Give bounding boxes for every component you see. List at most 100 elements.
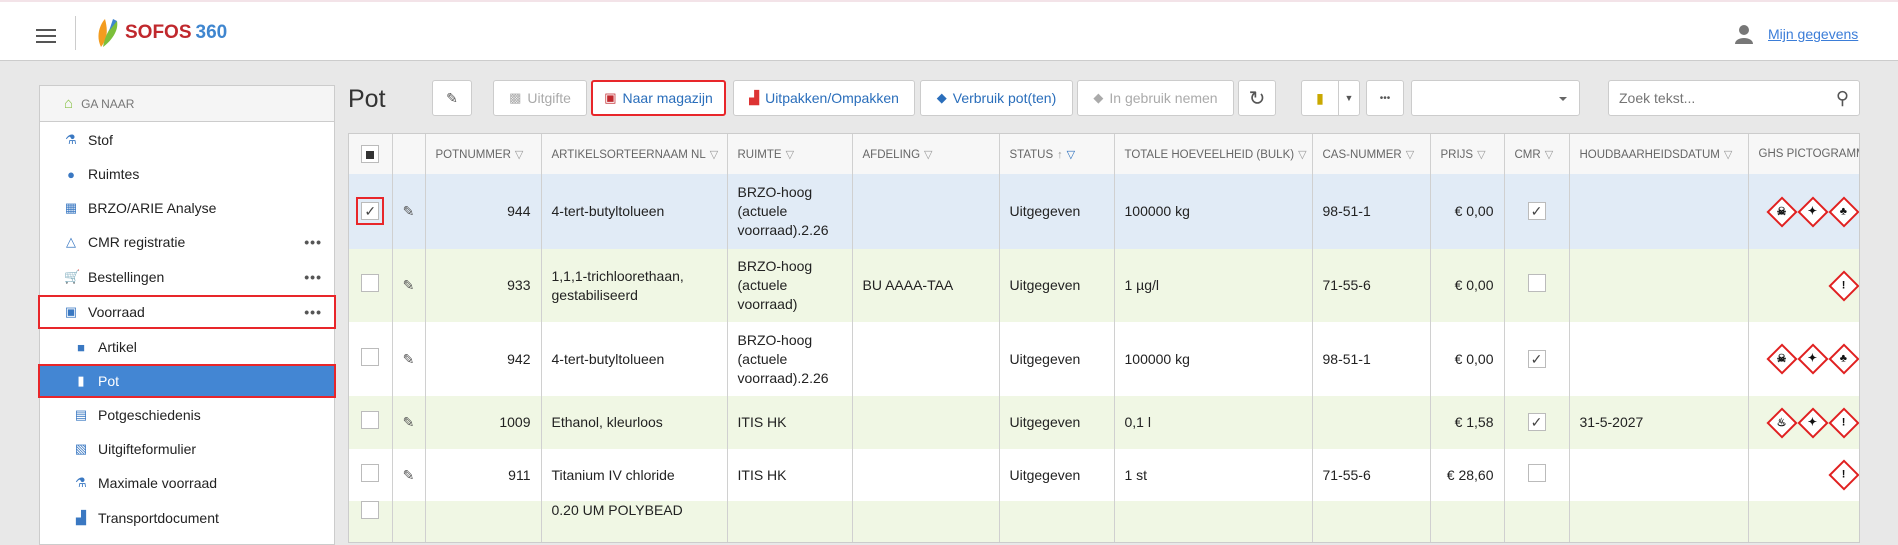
row-checkbox[interactable] (361, 411, 380, 429)
export-dropdown-button[interactable]: ▼ (1338, 80, 1360, 116)
pencil-icon[interactable]: ✎ (402, 277, 415, 293)
refresh-button[interactable]: ↻ (1238, 80, 1276, 116)
column-header[interactable]: ARTIKELSORTEERNAAM NL ▽ (541, 134, 728, 174)
table-row[interactable]: ✎ 942 4-tert-butyltolueen BRZO-hoog (actuel… (349, 322, 1859, 396)
cell-edit[interactable] (392, 501, 426, 542)
column-header[interactable]: TOTALE HOEVEELHEID (BULK) ▽ (1114, 134, 1313, 174)
row-checkbox[interactable] (361, 347, 380, 366)
history-icon: ▤ (74, 407, 88, 422)
cell-edit[interactable]: ✎ (392, 249, 426, 322)
sidebar-item-uitgifteformulier[interactable]: ▧ Uitgifteformulier (40, 434, 334, 464)
cell-select[interactable] (349, 396, 393, 449)
edit-button[interactable]: ✎ (432, 80, 472, 116)
table-row[interactable]: ✓ ✎ 944 4-tert-butyltolueen BRZO-hoog (actue… (349, 174, 1859, 249)
sidebar-item-stof[interactable]: ⚗ Stof (40, 125, 334, 155)
column-header-label: GHS PICTOGRAMMEN (1758, 148, 1860, 160)
view-select[interactable] (1411, 80, 1580, 116)
cell-select[interactable] (349, 322, 393, 396)
column-header[interactable]: STATUS ↑ ▽ (999, 134, 1115, 174)
sidebar-item-brzo-arie-analyse[interactable]: ▦ BRZO/ARIE Analyse (40, 193, 334, 223)
sidebar-item-potgeschiedenis[interactable]: ▤ Potgeschiedenis (40, 400, 334, 430)
row-checkbox[interactable] (361, 501, 380, 519)
logo[interactable]: SOFOS 360 (97, 16, 227, 50)
sidebar-item-maximale-voorraad[interactable]: ⚗ Maximale voorraad (40, 468, 334, 498)
cell-select[interactable]: ✓ (349, 174, 393, 249)
uitgifte-button[interactable]: ▩ Uitgifte (493, 80, 587, 116)
pencil-icon[interactable]: ✎ (402, 414, 415, 430)
select-all-checkbox[interactable] (361, 145, 380, 163)
cell-potnummer: 911 (425, 449, 542, 501)
cell-select[interactable] (349, 449, 393, 501)
search-box[interactable]: ⚲ (1608, 80, 1860, 116)
filter-icon[interactable]: ▽ (1477, 148, 1486, 161)
cell-houdbaarheid: 31-5-2027 (1569, 396, 1749, 449)
cell-edit[interactable]: ✎ (392, 322, 426, 396)
search-icon[interactable]: ⚲ (1835, 87, 1849, 108)
filter-icon[interactable]: ▽ (1723, 148, 1733, 161)
more-button[interactable]: ••• (1366, 80, 1404, 116)
naar-magazijn-button[interactable]: ▣ Naar magazijn (591, 80, 726, 116)
sidebar-item-transportdocument[interactable]: ▟ Transportdocument (40, 503, 334, 533)
column-header[interactable] (349, 134, 393, 174)
cell-cas: 71-55-6 (1312, 449, 1431, 501)
sidebar-item-voorraad[interactable]: ▣ Voorraad ••• (38, 295, 336, 329)
column-header[interactable]: CMR ▽ (1504, 134, 1570, 174)
warehouse-icon: ▣ (64, 304, 78, 319)
sidebar-item-cmr-registratie[interactable]: △ CMR registratie ••• (40, 227, 334, 257)
table-row[interactable]: 0.20 UM POLYBEAD (349, 501, 1859, 542)
cell-prijs: € 0,00 (1430, 249, 1505, 322)
cell-cmr (1504, 249, 1570, 322)
sidebar-item-label: Maximale voorraad (98, 475, 218, 491)
cell-select[interactable] (349, 249, 393, 322)
cell-edit[interactable]: ✎ (392, 449, 426, 501)
cell-ruimte: ITIS HK (727, 449, 853, 501)
uitpakken-button[interactable]: ▟ Uitpakken/Ompakken (733, 80, 915, 116)
filter-icon[interactable]: ▽ (924, 148, 933, 161)
row-checkbox[interactable] (361, 463, 380, 482)
column-header[interactable]: AFDELING ▽ (852, 134, 1000, 174)
pencil-icon[interactable]: ✎ (402, 466, 415, 483)
row-checkbox[interactable]: ✓ (356, 197, 385, 225)
search-input[interactable] (1619, 90, 1819, 106)
more-options-icon[interactable]: ••• (304, 269, 322, 285)
table-row[interactable]: ✎ 933 1,1,1-trichloorethaan, gestabiliseer… (349, 249, 1859, 322)
cell-prijs (1430, 501, 1505, 542)
column-header[interactable]: HOUDBAARHEIDSDATUM ▽ (1569, 134, 1749, 174)
cell-edit[interactable]: ✎ (392, 396, 426, 449)
sidebar-item-ruimtes[interactable]: ● Ruimtes (40, 159, 334, 189)
location-icon: ● (67, 166, 75, 182)
pencil-icon[interactable]: ✎ (402, 203, 415, 219)
in-gebruik-button[interactable]: ◆ In gebruik nemen (1077, 80, 1234, 116)
cell-select[interactable] (349, 501, 393, 542)
filter-icon[interactable]: ▽ (514, 148, 524, 161)
verbruik-button[interactable]: ◆ Verbruik pot(ten) (920, 80, 1073, 116)
filter-icon[interactable]: ▽ (1405, 148, 1415, 161)
sidebar-item-bestellingen[interactable]: 🛒 Bestellingen ••• (40, 262, 334, 292)
filter-icon[interactable]: ▽ (1544, 148, 1554, 161)
column-header[interactable] (392, 134, 426, 174)
more-options-icon[interactable]: ••• (304, 234, 322, 250)
filter-icon[interactable]: ▽ (1298, 148, 1307, 161)
filter-icon[interactable]: ▽ (709, 148, 719, 161)
hamburger-menu-icon[interactable] (36, 29, 56, 43)
column-header[interactable]: POTNUMMER ▽ (425, 134, 542, 174)
column-header[interactable]: PRIJS ▽ (1430, 134, 1505, 174)
cmr-checkbox: ✓ (1527, 349, 1546, 368)
more-options-icon[interactable]: ••• (304, 304, 322, 320)
table-row[interactable]: ✎ 911 Titanium IV chloride ITIS HK Uitgegeve… (349, 449, 1859, 501)
sort-ascending-icon[interactable]: ↑ (1057, 148, 1063, 161)
cell-edit[interactable]: ✎ (392, 174, 426, 249)
cell-status: Uitgegeven (999, 396, 1115, 449)
sidebar-item-artikel[interactable]: ■ Artikel (40, 332, 334, 362)
row-checkbox[interactable] (361, 274, 380, 292)
filter-icon[interactable]: ▽ (785, 148, 795, 161)
my-details-link[interactable]: Mijn gegevens (1768, 26, 1859, 42)
column-header[interactable]: GHS PICTOGRAMMEN (1748, 134, 1860, 174)
sidebar-item-pot[interactable]: ▮ Pot (38, 364, 336, 398)
filter-active-icon[interactable]: ▽ (1066, 148, 1076, 161)
export-button[interactable]: ▮ (1301, 80, 1339, 116)
column-header[interactable]: CAS-NUMMER ▽ (1312, 134, 1431, 174)
pencil-icon[interactable]: ✎ (402, 350, 415, 367)
table-row[interactable]: ✎ 1009 Ethanol, kleurloos ITIS HK Uitgegeven… (349, 396, 1859, 449)
column-header[interactable]: RUIMTE ▽ (727, 134, 853, 174)
